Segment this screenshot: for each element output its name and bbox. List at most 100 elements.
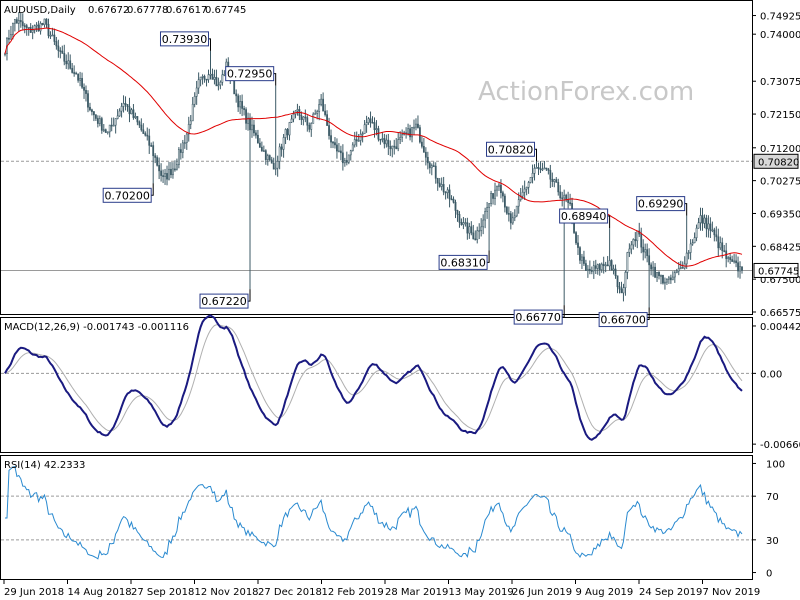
candle-body [523,188,526,193]
candle-body [176,164,178,170]
candle-body [93,111,95,116]
candle-body [642,246,645,253]
candle-body [509,213,512,224]
candle-body [371,121,374,124]
candle-body [314,113,317,115]
candle-body [268,155,271,161]
candle-body [517,199,520,207]
candle-body [98,118,101,124]
candle-body [490,193,492,204]
candle-body [691,242,694,245]
candle-body [527,182,530,188]
candle-body [555,179,558,183]
candle-body [81,78,83,88]
candle-body [466,222,469,234]
candle-body [255,132,257,136]
candle-body [369,118,372,123]
candle-body [274,167,277,170]
candle-body [448,189,451,200]
callout-leader [684,203,688,216]
candle-body [197,79,200,89]
candle-body [260,146,263,152]
candle-body [474,238,477,241]
callout-box [438,254,488,270]
candle-body [581,256,583,261]
candle-body [709,223,712,231]
candle-body [513,215,516,219]
candle-body [302,116,305,121]
watermark: ActionForex.com [478,77,694,107]
candle-body [644,249,647,253]
candles [4,11,743,308]
date-tick-label: 29 Jun 2018 [4,587,64,598]
candle-body [207,74,210,80]
candle-body [264,150,267,160]
candle-body [391,145,394,150]
candle-body [671,276,674,281]
callout-leader [534,148,538,162]
candle-body [219,81,222,86]
candle-body [266,155,269,160]
candle-body [401,134,404,138]
candle-body [583,256,585,264]
candle-body [211,73,214,80]
callout-box [199,293,249,309]
candle-body [33,25,36,31]
candle-body [421,141,423,147]
candle-body [55,41,58,47]
price-tick-label: 0.72150 [760,110,800,121]
candle-body [608,260,611,267]
candle-body [146,134,149,137]
date-tick-label: 12 Nov 2018 [195,587,259,598]
candle-body [373,122,376,131]
candle-body [148,135,151,146]
candle-body [454,201,457,211]
candle-body [377,128,380,140]
candle-body [270,159,273,164]
candle-body [45,18,48,25]
candle-body [201,76,204,78]
candle-body [618,286,621,290]
candle-body [658,271,660,277]
candle-body [436,177,439,184]
candle-body [278,146,281,162]
macd-panel-frame [0,317,753,453]
candle-body [257,134,259,144]
candle-body [632,239,635,246]
candle-body [49,35,52,37]
candle-body [150,145,153,147]
candle-body [47,23,50,36]
moving-average [4,27,743,267]
date-tick-label: 14 Aug 2018 [68,587,132,598]
date-tick-label: 13 May 2019 [449,587,514,598]
candle-body [282,137,285,150]
candle-body [308,124,311,130]
candle-body [247,117,249,124]
candle-body [496,186,498,191]
candle-body [559,191,562,199]
candle-body [689,243,692,253]
candle-body [106,131,109,134]
price-header-symbol: AUDUSD,Daily [4,5,76,16]
candle-body [729,257,732,260]
candle-body [286,129,289,136]
callout-label: 0.66770 [515,311,561,324]
callout-0.68940: 0.68940 [559,208,611,229]
candle-body [140,124,143,131]
candle-body [675,270,678,273]
candle-body [110,124,113,127]
candle-body [199,76,202,81]
candle-body [63,53,66,62]
hline-label-box [753,262,799,278]
candle-body [193,96,196,105]
candle-body [195,87,198,97]
candle-body [462,222,465,225]
candle-body [13,19,16,24]
candle-body [39,23,42,32]
candle-body [539,168,542,170]
candle-body [422,146,425,153]
candle-body [73,72,76,74]
candle-body [667,277,670,280]
candle-body [300,115,303,121]
candle-body [387,139,390,147]
